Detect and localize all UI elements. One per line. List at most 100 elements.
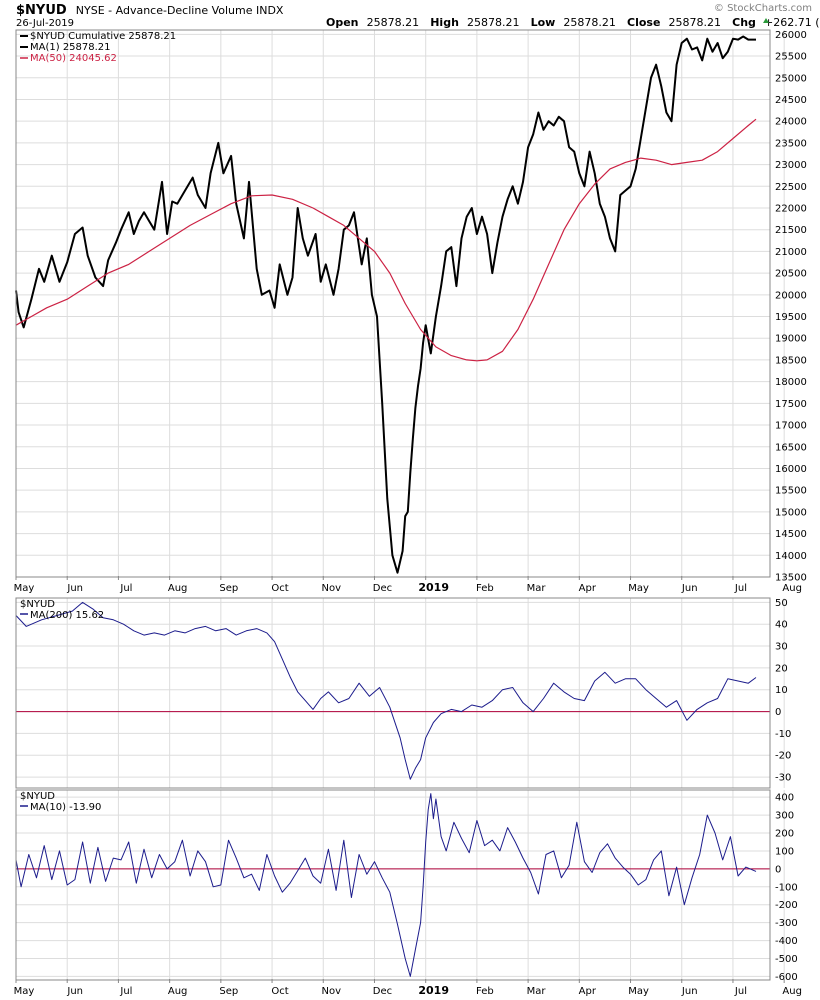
- symbol-label: $NYUD NYSE - Advance-Decline Volume INDX: [16, 0, 284, 18]
- price-panel: 13500 14000 14500 15000 15500 16000 16500 17000…: [15, 29, 807, 584]
- y-tick-label: 21500: [775, 225, 807, 236]
- x-tick-label: Apr: [579, 986, 597, 997]
- x-tick-label: Oct: [271, 583, 288, 594]
- x-tick-label: Feb: [476, 583, 494, 594]
- x-tick-label: Mar: [527, 986, 547, 997]
- x-tick-label: Jun: [681, 583, 698, 594]
- price-x-axis: May Jun Jul Aug Sep Oct Nov Dec 2019 Feb Mar Apr May…: [14, 576, 802, 594]
- y-tick-label: 14500: [775, 529, 807, 540]
- y-tick-label: 400: [775, 793, 794, 804]
- y-tick-label: -10: [775, 729, 791, 740]
- price-panel-frame: [15, 29, 771, 578]
- y-tick-label: -20: [775, 751, 791, 762]
- x-tick-label: Jun: [66, 986, 83, 997]
- x-tick-label: Sep: [219, 583, 238, 594]
- y-tick-label: 15500: [775, 486, 807, 497]
- legend-ma50: MA(50) 24045.62: [30, 53, 117, 64]
- x-tick-label: Jul: [734, 583, 747, 594]
- y-tick-label: -300: [775, 918, 798, 929]
- x-tick-label: Jun: [681, 986, 698, 997]
- date-label: 26-Jul-2019: [16, 18, 74, 29]
- x-tick-label: Oct: [271, 986, 288, 997]
- y-tick-label: 24500: [775, 95, 807, 106]
- y-tick-label: 20: [775, 663, 788, 674]
- x-tick-label: Apr: [579, 583, 597, 594]
- series-line-ma1: [15, 35, 756, 574]
- x-tick-label: Feb: [476, 986, 494, 997]
- price-y-axis: 13500 14000 14500 15000 15500 16000 16500 17000…: [775, 30, 807, 584]
- x-tick-label: Jul: [119, 583, 132, 594]
- y-tick-label: 22500: [775, 182, 807, 193]
- y-tick-label: 40: [775, 620, 788, 631]
- y-tick-label: -600: [775, 972, 798, 983]
- y-tick-label: 200: [775, 829, 794, 840]
- y-tick-label: 0: [775, 707, 781, 718]
- y-tick-label: 0: [775, 864, 781, 875]
- ma200-panel: -30 -20 -10 0 10 20 30 40 50 $NYUD MA(200) 15.62: [15, 597, 791, 789]
- x-tick-label: Nov: [322, 583, 342, 594]
- y-tick-label: 15000: [775, 507, 807, 518]
- watermark: © StockCharts.com: [714, 3, 812, 14]
- series-line-ma10: [15, 793, 757, 977]
- y-tick-label: 13500: [775, 573, 807, 584]
- x-tick-label: Mar: [527, 583, 547, 594]
- y-tick-label: -400: [775, 936, 798, 947]
- x-tick-label: Aug: [168, 583, 188, 594]
- x-tick-label: Sep: [219, 986, 238, 997]
- y-tick-label: 18000: [775, 377, 807, 388]
- ma10-panel-frame: [15, 789, 771, 981]
- legend-ma200: MA(200) 15.62: [30, 610, 104, 621]
- y-tick-label: 19000: [775, 334, 807, 345]
- y-tick-label: 23000: [775, 160, 807, 171]
- y-tick-label: 20500: [775, 269, 807, 280]
- y-tick-label: 300: [775, 811, 794, 822]
- y-tick-label: 100: [775, 846, 794, 857]
- x-tick-label: 2019: [418, 581, 449, 594]
- ma200-panel-frame: [15, 597, 771, 789]
- x-tick-label: Jul: [734, 986, 747, 997]
- y-tick-label: 20000: [775, 290, 807, 301]
- series-line-ma50: [15, 118, 757, 362]
- x-tick-label: Aug: [782, 986, 802, 997]
- y-tick-label: 17500: [775, 399, 807, 410]
- y-tick-label: -500: [775, 954, 798, 965]
- price-legend: $NYUD Cumulative 25878.21 MA(1) 25878.21…: [20, 31, 176, 64]
- ma10-x-axis: May Jun Jul Aug Sep Oct Nov Dec 2019 Feb Mar Apr May…: [14, 979, 802, 997]
- legend-ma1: MA(1) 25878.21: [30, 42, 111, 53]
- y-tick-label: 18500: [775, 355, 807, 366]
- y-tick-label: 17000: [775, 421, 807, 432]
- legend-ma10: MA(10) -13.90: [30, 802, 101, 813]
- x-tick-label: May: [628, 986, 649, 997]
- y-tick-label: 24000: [775, 117, 807, 128]
- x-tick-label: Aug: [782, 583, 802, 594]
- y-tick-label: 26000: [775, 30, 807, 41]
- y-tick-label: -30: [775, 773, 791, 784]
- quote-summary: Open 25878.21 High 25878.21 Low 25878.21…: [326, 11, 820, 30]
- y-tick-label: 30: [775, 642, 788, 653]
- ma10-y-axis: -600 -500 -400 -300 -200 -100 0 100 200 300 400: [775, 793, 798, 983]
- x-tick-label: May: [628, 583, 649, 594]
- y-tick-label: 23500: [775, 138, 807, 149]
- x-tick-label: Jun: [66, 583, 83, 594]
- y-tick-label: -100: [775, 882, 798, 893]
- x-tick-label: May: [14, 583, 35, 594]
- x-tick-label: 2019: [418, 984, 449, 997]
- ma10-panel: -600 -500 -400 -300 -200 -100 0 100 200 300 400 $N…: [15, 789, 798, 983]
- y-tick-label: 19500: [775, 312, 807, 323]
- x-tick-label: Nov: [322, 986, 342, 997]
- y-tick-label: 25000: [775, 73, 807, 84]
- up-arrow-icon: [763, 18, 769, 23]
- ma200-y-axis: -30 -20 -10 0 10 20 30 40 50: [775, 598, 791, 784]
- x-tick-label: May: [14, 986, 35, 997]
- ma10-panel-title: $NYUD: [20, 791, 55, 802]
- y-tick-label: 25500: [775, 52, 807, 63]
- x-tick-label: Jul: [119, 986, 132, 997]
- ma200-panel-title: $NYUD: [20, 599, 55, 610]
- series-line-ma200: [15, 601, 757, 780]
- x-tick-label: Aug: [168, 986, 188, 997]
- y-tick-label: 10: [775, 685, 788, 696]
- legend-cumulative: $NYUD Cumulative 25878.21: [30, 31, 176, 42]
- x-tick-label: Dec: [373, 583, 392, 594]
- y-tick-label: 21000: [775, 247, 807, 258]
- y-tick-label: 16500: [775, 442, 807, 453]
